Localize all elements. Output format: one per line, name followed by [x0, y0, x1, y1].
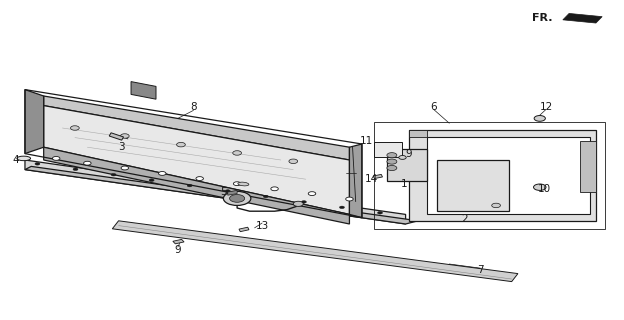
Polygon shape	[228, 190, 237, 195]
Polygon shape	[44, 106, 349, 214]
Polygon shape	[239, 227, 249, 232]
Circle shape	[534, 116, 545, 121]
Circle shape	[233, 182, 241, 186]
Circle shape	[230, 195, 245, 202]
Circle shape	[149, 179, 154, 181]
Polygon shape	[563, 13, 602, 23]
Text: 11: 11	[360, 136, 374, 146]
Circle shape	[111, 173, 116, 176]
Circle shape	[263, 195, 268, 198]
Circle shape	[120, 134, 129, 138]
Circle shape	[71, 126, 79, 130]
Circle shape	[225, 190, 230, 192]
Text: 6: 6	[431, 102, 437, 112]
Text: 10: 10	[537, 184, 551, 194]
Text: 2: 2	[462, 214, 468, 224]
Polygon shape	[409, 130, 596, 221]
Text: 12: 12	[539, 102, 553, 112]
Polygon shape	[409, 130, 427, 137]
Circle shape	[233, 151, 241, 155]
Text: 9: 9	[175, 244, 181, 255]
Text: 9: 9	[406, 148, 412, 159]
Circle shape	[289, 159, 298, 164]
Circle shape	[339, 206, 344, 209]
Circle shape	[35, 163, 40, 165]
Circle shape	[378, 212, 383, 214]
Text: FR.: FR.	[532, 12, 552, 23]
Polygon shape	[173, 239, 184, 244]
Polygon shape	[373, 174, 383, 179]
Circle shape	[387, 165, 397, 171]
Polygon shape	[25, 160, 406, 224]
Circle shape	[387, 159, 397, 164]
Polygon shape	[374, 142, 402, 157]
Circle shape	[158, 172, 166, 175]
Circle shape	[308, 192, 316, 196]
Circle shape	[52, 156, 60, 160]
Circle shape	[121, 166, 129, 170]
Circle shape	[177, 142, 185, 147]
Polygon shape	[580, 141, 596, 192]
Polygon shape	[427, 137, 590, 214]
Polygon shape	[25, 90, 44, 154]
Circle shape	[399, 156, 406, 159]
Polygon shape	[437, 160, 509, 211]
Circle shape	[196, 177, 203, 180]
Polygon shape	[44, 96, 349, 160]
Polygon shape	[44, 147, 349, 224]
Text: 5: 5	[220, 187, 227, 197]
Polygon shape	[349, 144, 362, 218]
Circle shape	[534, 184, 546, 190]
Ellipse shape	[17, 156, 31, 161]
Text: 8: 8	[190, 102, 197, 112]
Text: 1: 1	[401, 179, 407, 189]
Text: 3: 3	[119, 142, 125, 152]
Circle shape	[301, 201, 306, 203]
Polygon shape	[112, 221, 518, 282]
Text: 7: 7	[477, 265, 484, 276]
Circle shape	[187, 184, 192, 187]
Text: 13: 13	[255, 220, 269, 231]
Text: 4: 4	[12, 155, 19, 165]
Circle shape	[346, 197, 353, 201]
Circle shape	[492, 203, 500, 208]
Polygon shape	[387, 149, 427, 181]
Polygon shape	[109, 133, 124, 140]
Circle shape	[271, 187, 278, 191]
Circle shape	[73, 168, 78, 171]
Polygon shape	[25, 166, 418, 224]
Text: 14: 14	[365, 174, 379, 184]
Circle shape	[223, 191, 251, 205]
Circle shape	[84, 161, 91, 165]
Ellipse shape	[238, 182, 249, 186]
Circle shape	[387, 153, 397, 158]
Circle shape	[293, 201, 303, 206]
Polygon shape	[131, 82, 156, 99]
